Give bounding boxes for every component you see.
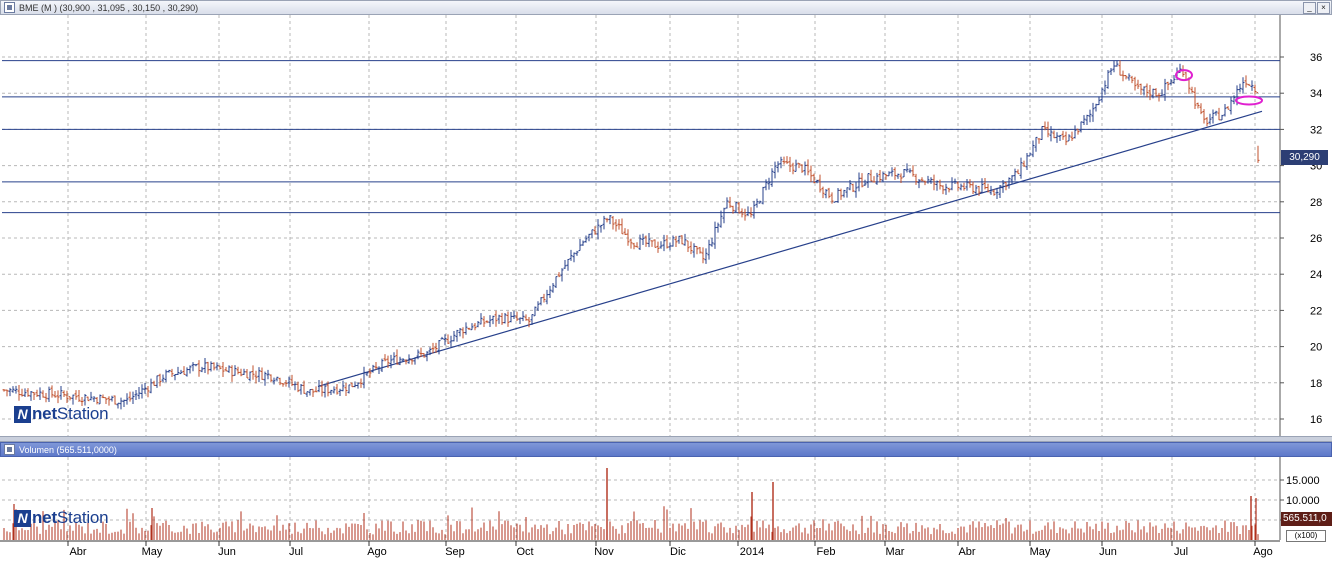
price-y-tick-label: 26 [1310,233,1322,245]
x-axis-month-label: Jun [1099,546,1117,558]
volume-bars [3,468,1259,540]
x-axis-month-label: May [142,546,163,558]
price-trendline [317,110,1263,387]
price-y-tick-label: 24 [1310,269,1322,281]
volume-y-tick-label: 15.000 [1286,475,1320,487]
x-axis-month-label: Dic [670,546,686,558]
last-volume-tag: 565.511,0 [1281,512,1332,526]
minimize-button[interactable]: _ [1303,2,1316,14]
price-y-tick-label: 18 [1310,378,1322,390]
price-y-tick-label: 34 [1310,88,1322,100]
logo-brand-prefix-bottom: net [32,508,57,527]
x-axis-month-label: Ago [1253,546,1273,558]
price-y-tick-label: 36 [1310,52,1322,64]
x-axis-month-label: Jul [1174,546,1188,558]
price-y-tick-label: 22 [1310,305,1322,317]
volume-chart[interactable]: 10.000 15.000 Abr May Jun Jul Ago Sep Oct Nov Dic 2… [0,457,1332,561]
price-y-tick-label: 16 [1310,414,1322,426]
netstation-logo-mark: N [14,405,31,423]
x-axis-month-label: Jun [218,546,236,558]
x-axis-month-label: May [1030,546,1051,558]
price-pane-title-bar: BME (M ) (30,900 , 31,095 , 30,150 , 30,… [0,0,1332,15]
price-y-tick-label: 28 [1310,197,1322,209]
price-plot-background [0,15,1332,436]
netstation-logo-bottom: N netStation [14,508,109,528]
logo-brand-prefix: net [32,404,57,423]
x-axis-month-label: Jul [289,546,303,558]
x-axis-month-label: Ago [367,546,387,558]
logo-brand-suffix: Station [56,404,109,423]
logo-brand-suffix-bottom: Station [56,508,109,527]
volume-pane-title-bar: Volumen (565.511,0000) [0,442,1332,457]
x-axis-month-label: Nov [594,546,614,558]
volume-grid [2,457,1280,540]
volume-window-icon[interactable] [4,444,15,455]
volume-y-axis: 10.000 15.000 [1280,475,1320,521]
highlight-ellipse [1235,95,1263,106]
x-axis-labels: Abr May Jun Jul Ago Sep Oct Nov Dic 2014 Feb Mar Abr… [67,541,1273,558]
x-axis-month-label: Mar [886,546,905,558]
netstation-logo-top: N netStation [14,404,109,424]
volume-plot-background [0,457,1332,561]
price-pane-title: BME (M ) (30,900 , 31,095 , 30,150 , 30,… [19,2,199,13]
x-axis-month-label: Abr [69,546,86,558]
netstation-logo-mark-bottom: N [14,509,31,527]
x-axis-month-label: Oct [516,546,533,558]
x-axis-month-label: Sep [445,546,465,558]
volume-unit-label: (x100) [1286,530,1326,542]
last-price-tag: 30,290 [1281,150,1328,165]
price-y-tick-label: 20 [1310,342,1322,354]
volume-y-tick-label: 10.000 [1286,495,1320,507]
close-button[interactable]: × [1317,2,1330,14]
x-axis-month-label: Feb [817,546,836,558]
pane-splitter[interactable] [0,436,1332,442]
x-axis-month-label: Abr [958,546,975,558]
volume-pane-title: Volumen (565.511,0000) [19,444,117,455]
highlight-ellipse [1175,69,1193,82]
chart-window-icon[interactable] [4,2,15,13]
x-axis-month-label: 2014 [740,546,764,558]
price-y-tick-label: 32 [1310,124,1322,136]
